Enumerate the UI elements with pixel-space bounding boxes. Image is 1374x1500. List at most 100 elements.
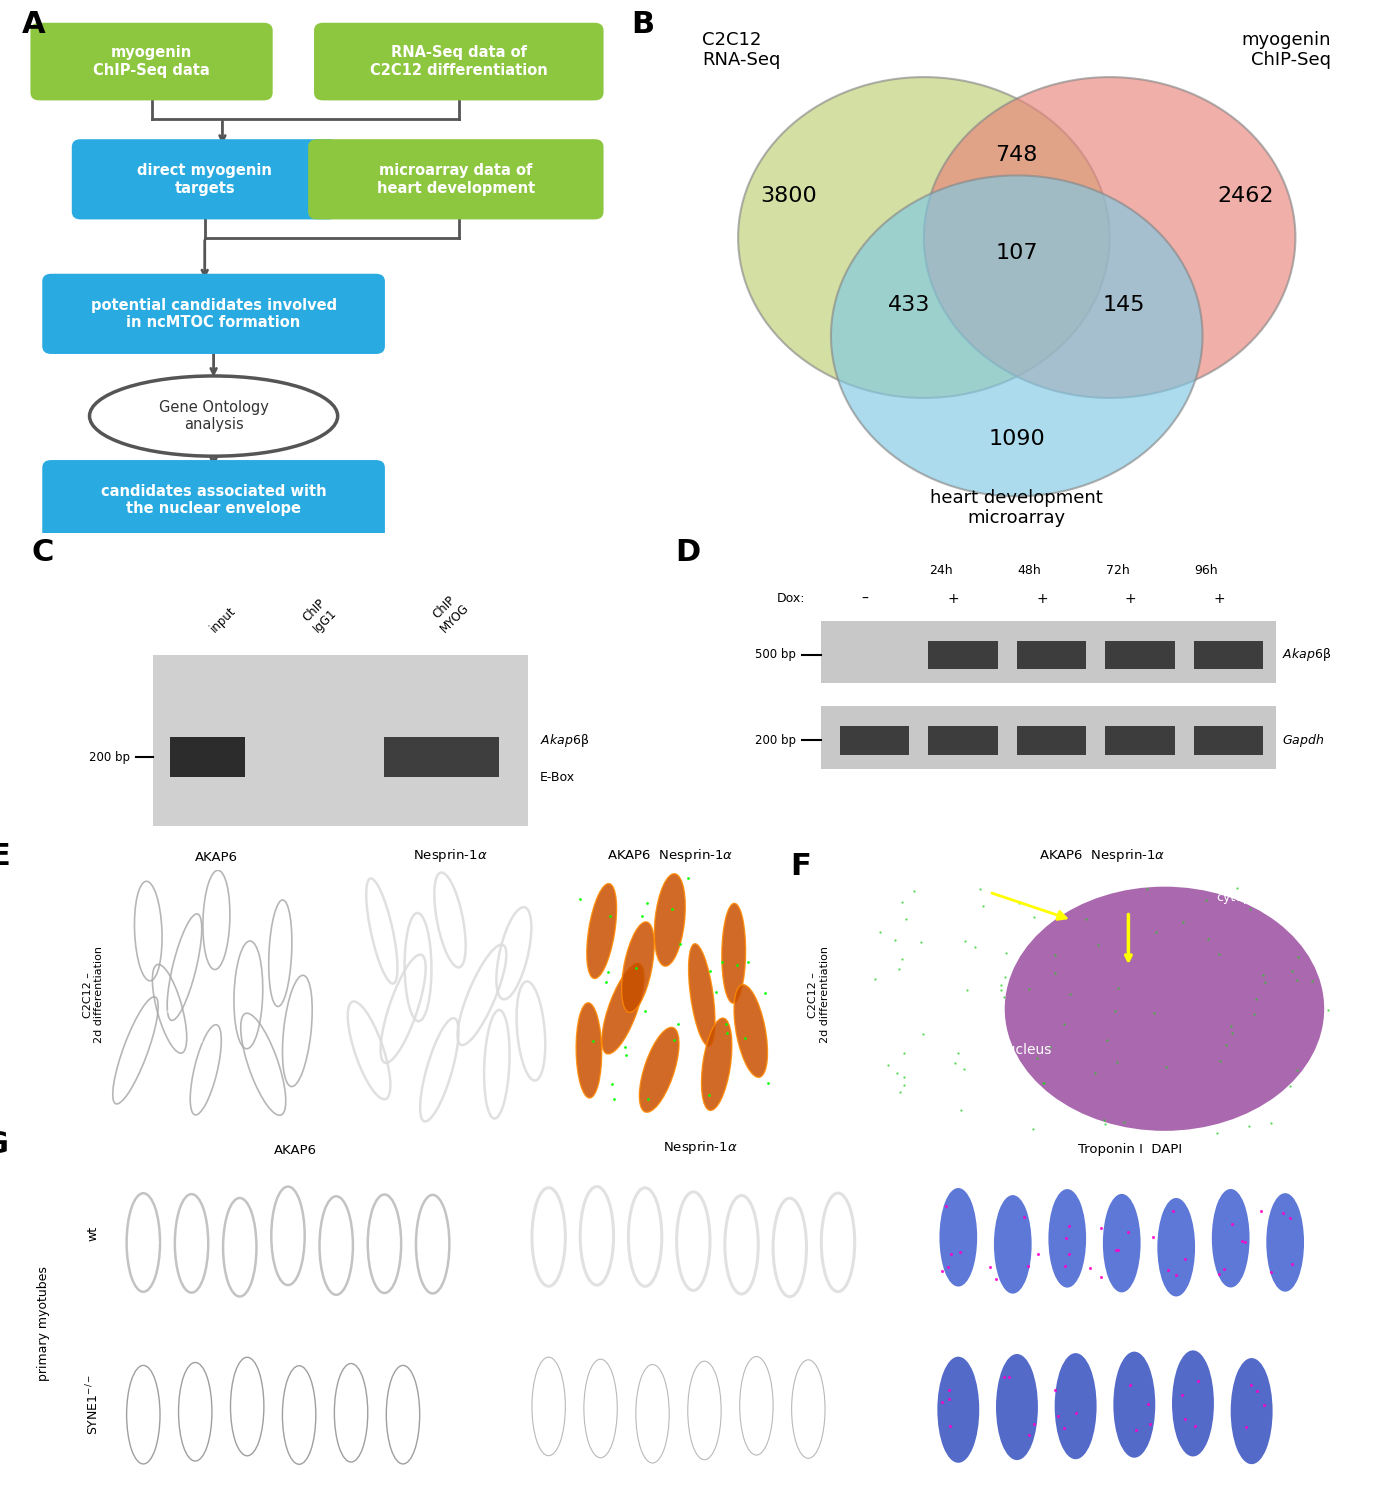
Text: cytoplasm: cytoplasm xyxy=(1216,891,1281,904)
Ellipse shape xyxy=(831,176,1202,497)
FancyBboxPatch shape xyxy=(308,140,603,219)
Text: 145: 145 xyxy=(1103,296,1145,315)
Text: $\it{Akap6}$β: $\it{Akap6}$β xyxy=(540,732,589,748)
Text: 2462: 2462 xyxy=(1217,186,1274,206)
Ellipse shape xyxy=(702,1019,732,1110)
Text: 24h: 24h xyxy=(929,564,952,576)
Ellipse shape xyxy=(721,903,746,1004)
Text: $\it{Gapdh}$: $\it{Gapdh}$ xyxy=(1282,732,1325,748)
Text: 433: 433 xyxy=(889,296,930,315)
Ellipse shape xyxy=(937,1356,980,1462)
Text: myogenin
ChIP-Seq data: myogenin ChIP-Seq data xyxy=(93,45,210,78)
Bar xyxy=(1017,726,1087,754)
Text: C2C12 –
2d differentiation: C2C12 – 2d differentiation xyxy=(808,946,830,1044)
Ellipse shape xyxy=(1231,1358,1272,1464)
Ellipse shape xyxy=(1004,886,1325,1131)
Bar xyxy=(840,726,910,754)
Text: E: E xyxy=(0,843,10,872)
Text: 200 bp: 200 bp xyxy=(89,752,131,764)
Text: myogenin
ChIP-Seq: myogenin ChIP-Seq xyxy=(1242,30,1331,69)
Text: Dox:: Dox: xyxy=(776,592,805,604)
Text: G: G xyxy=(0,1131,8,1160)
Text: 500 bp: 500 bp xyxy=(754,648,796,662)
Ellipse shape xyxy=(940,1188,977,1287)
Bar xyxy=(153,654,528,825)
Text: nucleus: nucleus xyxy=(999,1044,1052,1058)
Ellipse shape xyxy=(587,884,617,978)
Text: input: input xyxy=(207,604,239,634)
Text: ChIP
IgG1: ChIP IgG1 xyxy=(300,596,339,634)
Text: E-Box: E-Box xyxy=(540,771,574,784)
Text: microarray data of
heart development: microarray data of heart development xyxy=(376,164,534,195)
Text: –: – xyxy=(861,592,868,606)
Bar xyxy=(929,726,998,754)
Text: Troponin I  DAPI: Troponin I DAPI xyxy=(1079,1143,1182,1156)
FancyBboxPatch shape xyxy=(43,273,385,354)
FancyBboxPatch shape xyxy=(315,22,603,100)
Text: AKAP6  Nesprin-1$\alpha$: AKAP6 Nesprin-1$\alpha$ xyxy=(607,847,732,864)
Bar xyxy=(1194,640,1263,669)
Text: C2C12 –
2d differentiation: C2C12 – 2d differentiation xyxy=(82,946,104,1044)
Text: wt: wt xyxy=(87,1226,100,1240)
Bar xyxy=(383,738,499,777)
Text: F: F xyxy=(790,852,811,880)
Ellipse shape xyxy=(621,922,654,1013)
Ellipse shape xyxy=(576,1004,602,1098)
Text: B: B xyxy=(631,10,654,39)
Text: 107: 107 xyxy=(996,243,1037,262)
Ellipse shape xyxy=(923,76,1296,398)
Ellipse shape xyxy=(1048,1190,1085,1287)
Text: SYNE1$^{-/-}$: SYNE1$^{-/-}$ xyxy=(85,1374,102,1436)
Text: Nesprin-1$\alpha$: Nesprin-1$\alpha$ xyxy=(664,1140,738,1156)
Text: +: + xyxy=(1213,592,1224,606)
Ellipse shape xyxy=(1055,1353,1096,1460)
Text: 3800: 3800 xyxy=(760,186,816,206)
Text: direct myogenin
targets: direct myogenin targets xyxy=(137,164,272,195)
Ellipse shape xyxy=(1103,1194,1140,1293)
Text: ChIP
MYOG: ChIP MYOG xyxy=(427,591,471,634)
Text: heart development
microarray: heart development microarray xyxy=(930,489,1103,528)
Ellipse shape xyxy=(1172,1350,1215,1456)
Ellipse shape xyxy=(639,1028,679,1112)
Bar xyxy=(820,706,1276,768)
Ellipse shape xyxy=(734,984,768,1077)
Bar xyxy=(1194,726,1263,754)
Text: potential candidates involved
in ncMTOC formation: potential candidates involved in ncMTOC … xyxy=(91,297,337,330)
Text: candidates associated with
the nuclear envelope: candidates associated with the nuclear e… xyxy=(100,484,327,516)
Text: C: C xyxy=(32,538,54,567)
FancyBboxPatch shape xyxy=(30,22,272,100)
Ellipse shape xyxy=(688,944,714,1046)
Ellipse shape xyxy=(993,1196,1032,1293)
Text: AKAP6: AKAP6 xyxy=(195,850,238,864)
Ellipse shape xyxy=(1157,1198,1195,1296)
Text: $\it{Akap6}$β: $\it{Akap6}$β xyxy=(1282,646,1331,663)
Ellipse shape xyxy=(89,376,338,456)
FancyBboxPatch shape xyxy=(43,460,385,540)
Text: 748: 748 xyxy=(996,144,1037,165)
Ellipse shape xyxy=(1212,1190,1249,1287)
Text: 96h: 96h xyxy=(1194,564,1219,576)
Text: +: + xyxy=(948,592,959,606)
Bar xyxy=(1105,640,1175,669)
Text: AKAP6  Nesprin-1$\alpha$: AKAP6 Nesprin-1$\alpha$ xyxy=(1040,847,1165,864)
Text: RNA-Seq data of
C2C12 differentiation: RNA-Seq data of C2C12 differentiation xyxy=(370,45,548,78)
Text: 72h: 72h xyxy=(1106,564,1129,576)
Text: 200 bp: 200 bp xyxy=(754,734,796,747)
Text: Gene Ontology
analysis: Gene Ontology analysis xyxy=(158,400,268,432)
Text: +: + xyxy=(1036,592,1048,606)
Text: AKAP6: AKAP6 xyxy=(273,1143,317,1156)
Text: C2C12
RNA-Seq: C2C12 RNA-Seq xyxy=(702,30,780,69)
Ellipse shape xyxy=(996,1354,1037,1460)
Text: D: D xyxy=(676,538,701,567)
Ellipse shape xyxy=(602,963,644,1054)
Ellipse shape xyxy=(1113,1352,1156,1458)
Bar xyxy=(170,738,246,777)
Text: 1090: 1090 xyxy=(988,429,1046,450)
Text: +: + xyxy=(1125,592,1136,606)
Ellipse shape xyxy=(738,76,1110,398)
FancyBboxPatch shape xyxy=(71,140,338,219)
Ellipse shape xyxy=(1267,1192,1304,1292)
Bar xyxy=(929,640,998,669)
Text: 48h: 48h xyxy=(1018,564,1041,576)
Ellipse shape xyxy=(654,874,686,966)
